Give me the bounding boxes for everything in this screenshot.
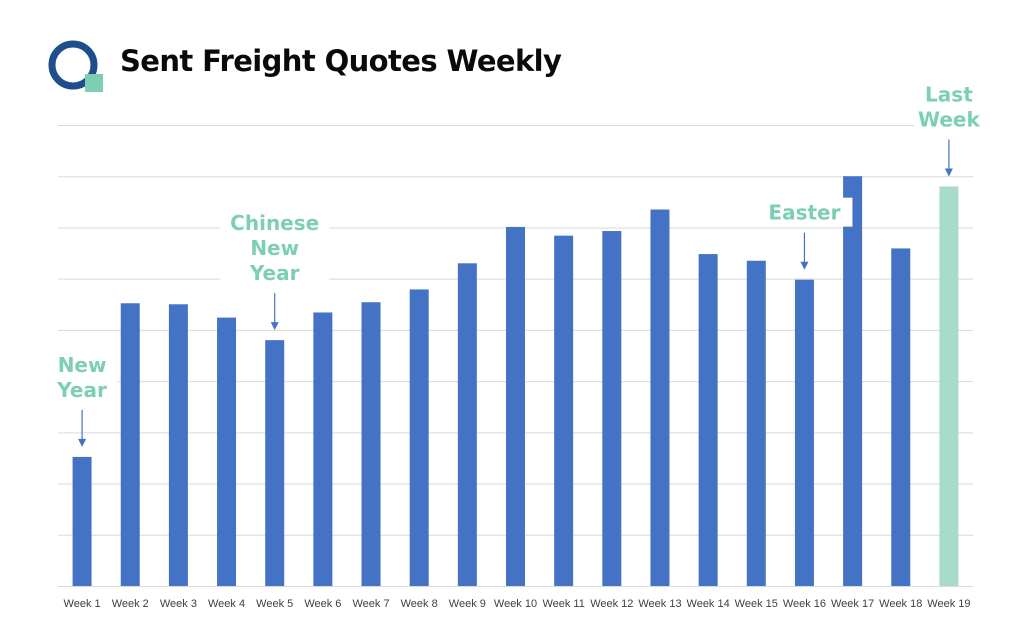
logo-square [85, 74, 103, 92]
annotation-arrowhead [270, 322, 279, 331]
logo-ring [48, 40, 98, 90]
annotation-arrowhead [800, 261, 809, 270]
bar [506, 226, 525, 586]
x-tick-label: Week 1 [64, 598, 101, 610]
bars [72, 176, 959, 586]
annotation-backdrop [220, 208, 330, 288]
bar [409, 289, 429, 586]
bar [891, 248, 911, 586]
annotation-arrowhead [944, 168, 953, 177]
x-tick-label: Week 3 [160, 598, 197, 610]
annotation-line: Chinese [230, 211, 319, 235]
x-tick-label: Week 15 [735, 598, 778, 610]
x-tick-label: Week 6 [304, 598, 341, 610]
annotation-label: Chinese New Year [230, 211, 319, 285]
bar [72, 456, 92, 586]
bar [939, 186, 959, 586]
annotation-line: Year [56, 378, 107, 402]
x-tick-label: Week 12 [590, 598, 633, 610]
x-tick-label: Week 7 [352, 598, 389, 610]
annotation-label: Last Week [918, 82, 980, 131]
x-tick-label: Week 13 [638, 598, 681, 610]
x-tick-label: Week 8 [401, 598, 438, 610]
x-axis-labels: Week 1 Week 2 Week 3 Week 4 Week 5 Week 6 Week… [64, 598, 971, 610]
annotation-backdrop [756, 197, 853, 227]
x-tick-label: Week 10 [494, 598, 537, 610]
x-tick-label: Week 9 [449, 598, 486, 610]
annotation-label: Easter [768, 201, 840, 225]
bar [457, 263, 477, 586]
x-tick-label: Week 19 [927, 598, 970, 610]
x-tick-label: Week 4 [208, 598, 245, 610]
annotation-arrowhead [78, 438, 87, 447]
x-tick-label: Week 14 [687, 598, 730, 610]
annotation-line: Last [925, 82, 973, 106]
annotation-line: Week [918, 107, 980, 131]
x-tick-label: Week 18 [879, 598, 922, 610]
annotation-line: Year [249, 261, 300, 285]
bar [698, 254, 718, 586]
q-logo-icon [48, 40, 103, 92]
bar [361, 302, 381, 586]
annotation-label: New Year [56, 353, 107, 402]
bar [120, 303, 140, 586]
bar [554, 235, 574, 586]
bar [265, 340, 285, 586]
annotation-line: New [250, 236, 299, 260]
bar [843, 176, 863, 586]
annotation-backdrop [47, 349, 118, 404]
chart-title: Sent Freight Quotes Weekly [120, 44, 562, 78]
annotation-backdrop [913, 79, 984, 134]
x-tick-label: Week 17 [831, 598, 874, 610]
bar [217, 317, 237, 586]
x-tick-label: Week 11 [542, 598, 584, 610]
bar [794, 279, 814, 586]
bar [313, 312, 333, 586]
bar [746, 260, 766, 586]
annotation-line: Easter [768, 201, 840, 225]
x-tick-label: Week 2 [112, 598, 149, 610]
x-tick-label: Week 5 [256, 598, 293, 610]
x-tick-label: Week 16 [783, 598, 826, 610]
annotation-line: New [58, 353, 107, 377]
bar [650, 209, 670, 586]
bar [602, 231, 622, 586]
bar [168, 304, 188, 586]
